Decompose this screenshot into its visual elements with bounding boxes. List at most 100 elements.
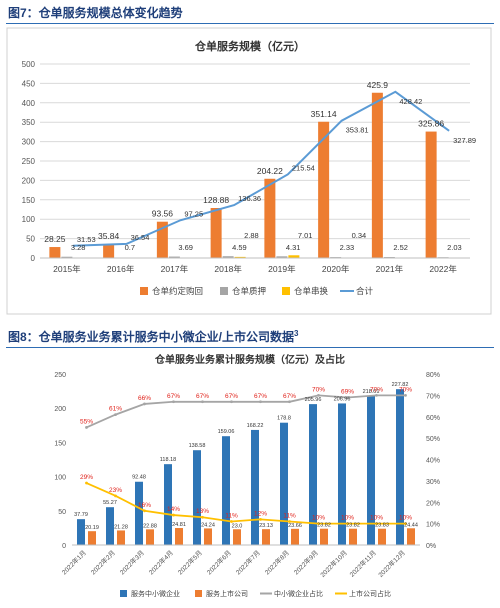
figure2-bar-label: 23.82 bbox=[317, 523, 331, 529]
figure2-line-label: 10% bbox=[370, 515, 383, 522]
figure2-line-2 bbox=[87, 483, 406, 524]
figure2-bar-2 bbox=[117, 530, 125, 545]
figure2-x-tick-label: 2022年6月 bbox=[205, 548, 233, 576]
figure2-bar-label: 24.81 bbox=[172, 522, 186, 528]
figure2-legend-swatch bbox=[195, 590, 202, 597]
figure1-bar-label: 204.22 bbox=[257, 166, 283, 176]
figure1-small-bar-label: 7.01 bbox=[298, 231, 313, 240]
figure1-caption-rule bbox=[6, 23, 494, 24]
figure2-left-tick-label: 150 bbox=[54, 440, 66, 447]
figure2-x-tick-label: 2022年3月 bbox=[118, 548, 146, 576]
figure1-y-tick-label: 0 bbox=[31, 254, 36, 263]
figure1-bar-label: 128.88 bbox=[203, 195, 229, 205]
figure2-legend-label: 中小微企业占比 bbox=[274, 589, 323, 598]
figure2-line-point bbox=[172, 400, 175, 403]
figure2-x-tick-label: 2022年11月 bbox=[347, 548, 378, 579]
figure2-right-tick-label: 30% bbox=[426, 479, 440, 486]
figure2-right-tick-label: 10% bbox=[426, 522, 440, 529]
figure2-line-point bbox=[230, 400, 233, 403]
figure2-bar-2 bbox=[349, 529, 357, 545]
figure2-x-tick-label: 2022年12月 bbox=[376, 548, 407, 579]
figure2-chart: 仓单服务业务累计服务规模（亿元）及占比 37.7920.1955.2721.28… bbox=[0, 349, 500, 603]
figure2-legend-swatch bbox=[120, 590, 127, 597]
figure1-small-bar-label: 0.7 bbox=[125, 243, 135, 252]
figure1-legend-label: 仓单串换 bbox=[294, 286, 329, 296]
figure1-x-tick-label: 2015年 bbox=[53, 264, 81, 274]
figure2-line-point bbox=[201, 400, 204, 403]
figure2-bar-label: 206.96 bbox=[334, 396, 351, 402]
figure2-x-tick-label: 2022年4月 bbox=[147, 548, 175, 576]
figure2-bar-label: 168.22 bbox=[247, 423, 264, 429]
figure2-right-tick-label: 0% bbox=[426, 543, 436, 550]
figure2-legend-label: 上市公司占比 bbox=[349, 589, 391, 598]
figure1-legend-swatch bbox=[140, 287, 148, 295]
figure1-bar-label: 35.84 bbox=[98, 231, 120, 241]
figure1-y-tick-label: 350 bbox=[22, 118, 36, 127]
figure2-line-label: 67% bbox=[225, 393, 238, 400]
figure1-small-bar-label: 4.31 bbox=[286, 243, 301, 252]
figure2-line-point bbox=[143, 509, 146, 512]
figure2-bar-1 bbox=[164, 464, 172, 545]
figure2-x-tick-label: 2022年8月 bbox=[263, 548, 291, 576]
figure1-legend-label: 仓单质押 bbox=[232, 286, 266, 296]
figure2-legend-label: 服务上市公司 bbox=[206, 589, 248, 598]
figure2-x-tick-label: 2022年10月 bbox=[318, 548, 349, 579]
figure1-small-bar-label: 2.88 bbox=[244, 231, 259, 240]
figure2-line-label: 11% bbox=[283, 512, 296, 519]
figure1-legend-label: 仓单约定购回 bbox=[152, 286, 203, 296]
figure2-line-label: 67% bbox=[254, 393, 267, 400]
figure1-legend-label: 合计 bbox=[356, 286, 374, 296]
figure1-y-tick-label: 300 bbox=[22, 138, 36, 147]
figure1-bar-label: 351.14 bbox=[311, 109, 337, 119]
figure1-y-tick-label: 50 bbox=[26, 235, 35, 244]
figure2-bar-2 bbox=[378, 529, 386, 545]
figure2-line-label: 70% bbox=[312, 386, 325, 393]
figure2-bar-label: 24.44 bbox=[404, 522, 418, 528]
figure1-x-tick-label: 2017年 bbox=[161, 264, 189, 274]
figure2-line-label: 10% bbox=[312, 515, 325, 522]
figure1-y-tick-label: 500 bbox=[22, 60, 36, 69]
figure2-bar-1 bbox=[367, 396, 375, 545]
figure1-y-tick-label: 250 bbox=[22, 157, 36, 166]
figure2-line-label: 16% bbox=[138, 502, 151, 509]
figure1-line-label: 353.81 bbox=[346, 126, 369, 135]
figure1-bar-label: 28.25 bbox=[44, 234, 66, 244]
figure1-y-tick-label: 150 bbox=[22, 196, 36, 205]
figure1-line-label: 428.42 bbox=[399, 97, 422, 106]
figure2-line-label: 55% bbox=[80, 418, 93, 425]
figure2-bar-label: 21.28 bbox=[114, 524, 128, 530]
figure1-bar-label: 93.56 bbox=[152, 209, 174, 219]
figure2-caption-footnote: 3 bbox=[294, 329, 298, 338]
figure2-bar-1 bbox=[251, 430, 259, 545]
figure2-bar-label: 118.18 bbox=[160, 457, 176, 463]
figure2-bar-1 bbox=[106, 507, 114, 545]
figure2-left-tick-label: 50 bbox=[58, 509, 66, 516]
figure2-bar-label: 24.24 bbox=[201, 522, 215, 528]
figure1-line-label: 31.53 bbox=[77, 235, 96, 244]
figure1-x-tick-label: 2016年 bbox=[107, 264, 135, 274]
figure2-bar-label: 92.48 bbox=[132, 475, 146, 481]
figure1-bar-1 bbox=[49, 247, 60, 258]
figure1-x-tick-label: 2021年 bbox=[376, 264, 404, 274]
figure2-line-point bbox=[259, 518, 262, 521]
figure2-bar-label: 23.82 bbox=[346, 523, 360, 529]
figure1-bar-1 bbox=[103, 244, 114, 258]
figure2-bar-1 bbox=[280, 423, 288, 545]
figure2-line-point bbox=[143, 403, 146, 406]
figure1-small-bar-label: 0.34 bbox=[352, 231, 367, 240]
figure2-bar-2 bbox=[407, 528, 415, 545]
figure2-line-point bbox=[259, 400, 262, 403]
figure1-legend-swatch bbox=[220, 287, 228, 295]
figure1-small-bar-label: 4.59 bbox=[232, 243, 247, 252]
figure2-line-label: 70% bbox=[370, 386, 383, 393]
figure2-x-tick-label: 2022年7月 bbox=[234, 548, 262, 576]
figure1-small-bar-label: 3.28 bbox=[71, 243, 86, 252]
figure2-line-point bbox=[114, 413, 117, 416]
figure1-x-tick-label: 2020年 bbox=[322, 264, 350, 274]
figure2-line-point bbox=[85, 426, 88, 429]
figure2-bar-label: 22.88 bbox=[143, 523, 157, 529]
figure2-bar-label: 55.27 bbox=[103, 500, 117, 506]
